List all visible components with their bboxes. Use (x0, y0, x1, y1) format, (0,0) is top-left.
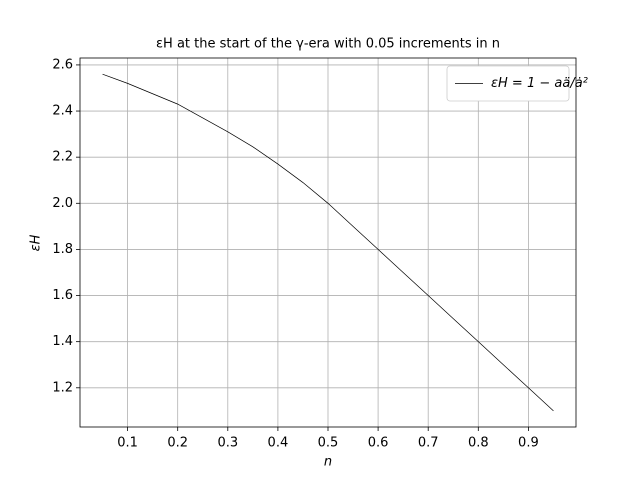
x-tick-label: 0.2 (167, 436, 188, 451)
x-tick-label: 0.5 (318, 436, 339, 451)
x-tick-label: 0.3 (217, 436, 238, 451)
y-tick-label: 1.6 (52, 288, 73, 303)
x-tick-label: 0.6 (368, 436, 389, 451)
y-tick-label: 2.4 (52, 104, 73, 119)
y-tick-label: 1.8 (52, 242, 73, 257)
data-line (102, 73, 554, 412)
x-axis-label: n (324, 455, 332, 470)
y-tick-label: 2.6 (52, 57, 73, 72)
y-tick-label: 1.4 (52, 334, 73, 349)
x-tick-label: 0.8 (468, 436, 489, 451)
legend-label: εH = 1 − aä/ȧ² (491, 76, 588, 91)
chart-title: εH at the start of the γ-era with 0.05 i… (156, 37, 500, 52)
y-tick-label: 2.0 (52, 196, 73, 211)
y-tick-label: 1.2 (52, 380, 73, 395)
legend-box (446, 65, 570, 102)
y-tick-label: 2.2 (52, 150, 73, 165)
x-tick-label: 0.9 (518, 436, 539, 451)
x-tick-label: 0.1 (117, 436, 138, 451)
x-tick-label: 0.4 (268, 436, 289, 451)
x-tick-label: 0.7 (418, 436, 439, 451)
plot-frame (79, 57, 577, 428)
y-axis-label: εH (29, 234, 44, 251)
